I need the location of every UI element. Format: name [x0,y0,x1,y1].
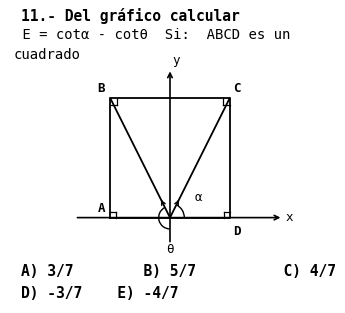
Text: D: D [233,225,241,238]
Text: C: C [233,82,241,95]
Text: α: α [195,192,203,204]
Text: A) 3/7        B) 5/7          C) 4/7: A) 3/7 B) 5/7 C) 4/7 [21,264,336,280]
Text: 11.- Del gráfico calcular: 11.- Del gráfico calcular [21,8,239,24]
Text: y: y [172,54,180,67]
Text: cuadrado: cuadrado [14,48,81,62]
Text: A: A [98,202,106,215]
Text: E = cotα - cotθ  Si:  ABCD es un: E = cotα - cotθ Si: ABCD es un [14,28,290,42]
Text: B: B [97,82,105,95]
Text: θ: θ [166,243,174,256]
Text: D) -3/7    E) -4/7: D) -3/7 E) -4/7 [21,286,178,301]
Text: x: x [285,211,293,224]
